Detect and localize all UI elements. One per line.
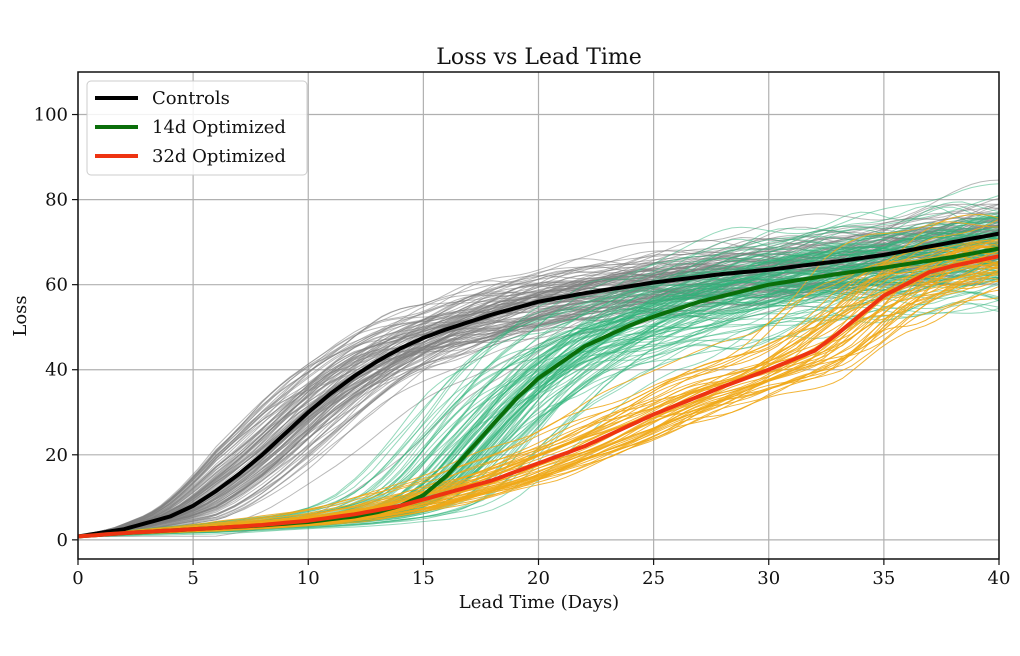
ensemble-line [77,220,1000,537]
ensemble-line [77,247,1000,537]
x-tick-label: 20 [527,568,550,589]
y-tick-label: 20 [45,445,68,466]
ensemble-line [77,235,1000,537]
ensemble-line [77,248,1000,537]
legend-label-14d: 14d Optimized [152,117,286,138]
x-tick-label: 40 [988,568,1011,589]
y-axis-label: Loss [10,295,31,336]
y-tick-label: 60 [45,275,68,296]
legend-label-controls: Controls [152,88,230,109]
mean-line-controls [77,231,1000,539]
ensemble-line [77,279,1000,538]
x-tick-label: 35 [872,568,895,589]
legend-label-32d: 32d Optimized [152,146,286,167]
mean-line-32d-optimized [77,254,1000,539]
x-tick-label: 30 [757,568,780,589]
x-tick-label: 0 [72,568,83,589]
legend-box [86,80,308,176]
x-axis-label: Lead Time (Days) [459,592,619,613]
mean-lines [77,231,1000,539]
y-tick-label: 80 [45,190,68,211]
ensemble-line [77,258,1000,538]
x-tick-label: 10 [297,568,320,589]
chart-title: Loss vs Lead Time [436,45,642,70]
ensemble-line [78,265,1000,538]
legend: Controls 14d Optimized 32d Optimized [86,80,308,176]
ensemble-line [77,219,1000,537]
ensemble-line [77,220,1000,537]
y-tick-label: 0 [57,530,68,551]
y-axis-ticks: 0 20 40 60 80 100 [34,105,78,551]
x-tick-label: 25 [642,568,665,589]
ensemble-line [77,224,1000,537]
y-tick-label: 40 [45,360,68,381]
y-tick-label: 100 [34,105,68,126]
ensemble-line [77,270,1000,537]
x-tick-label: 15 [412,568,435,589]
x-tick-label: 5 [187,568,198,589]
ensemble-line [77,239,1000,537]
x-axis-ticks: 0 5 10 15 20 25 30 35 40 [72,559,1010,589]
